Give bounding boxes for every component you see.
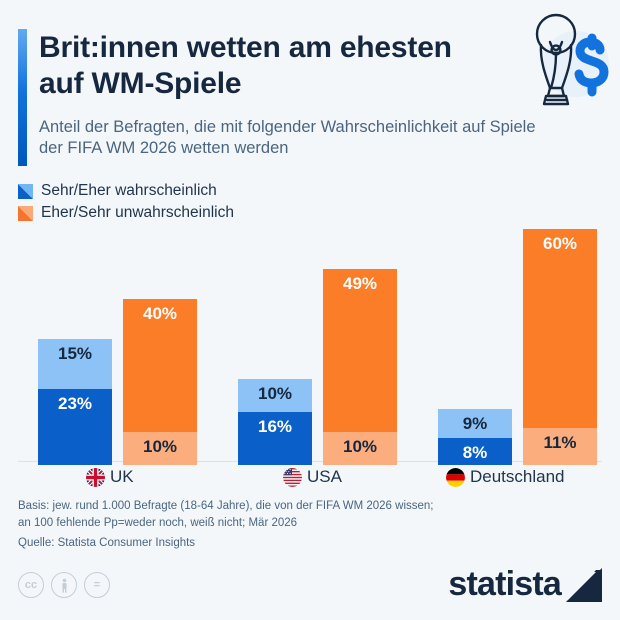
no-derivatives-icon[interactable]: =	[84, 572, 110, 598]
footnote-line-1: Basis: jew. rund 1.000 Befragte (18-64 J…	[18, 500, 434, 512]
flag-usa-icon	[283, 467, 302, 487]
source-line: Quelle: Statista Consumer Insights	[18, 537, 196, 549]
cc-icon-glyph: cc	[24, 579, 38, 591]
bar-value-usa-unlikely-top: 49%	[342, 273, 378, 293]
cc-icon[interactable]: cc	[18, 572, 44, 598]
bar-segment-uk-unlikely-bottom: 10%	[123, 431, 197, 465]
bar-usa-likely[interactable]: 10% 16%	[238, 378, 312, 465]
creative-commons-icons: cc =	[18, 572, 110, 598]
header: Brit:innen wetten am ehesten auf WM-Spie…	[0, 0, 620, 170]
category-label-usa: USA	[283, 464, 342, 490]
legend-swatch-blue-icon	[18, 183, 33, 199]
bar-value-uk-likely-top: 15%	[57, 343, 93, 363]
category-label-uk-text: UK	[110, 467, 134, 486]
bar-value-uk-unlikely-top: 40%	[142, 303, 178, 323]
bar-value-usa-likely-bottom: 16%	[257, 416, 293, 436]
bar-segment-uk-unlikely-top: 40%	[123, 298, 197, 432]
page-subtitle: Anteil der Befragten, die mit folgender …	[39, 118, 536, 157]
bar-value-usa-unlikely-bottom: 10%	[342, 436, 378, 456]
legend-label-likely: Sehr/Eher wahrscheinlich	[41, 182, 217, 199]
statista-logo[interactable]: statista	[448, 566, 602, 602]
footnote-line-2: an 100 fehlende Pp=weder noch, weiß nich…	[18, 516, 298, 529]
footnotes: Basis: jew. rund 1.000 Befragte (18-64 J…	[18, 498, 598, 552]
legend-label-unlikely: Eher/Sehr unwahrscheinlich	[41, 204, 234, 221]
bar-value-uk-unlikely-bottom: 10%	[142, 436, 178, 456]
bar-usa-unlikely[interactable]: 49% 10%	[323, 268, 397, 465]
no-derivatives-icon-glyph: =	[93, 579, 101, 591]
bar-value-deutschland-likely-bottom: 8%	[462, 443, 488, 463]
category-label-uk: UK	[86, 464, 134, 490]
page-title: Brit:innen wetten am ehesten auf WM-Spie…	[39, 31, 452, 100]
bar-value-usa-likely-top: 10%	[257, 383, 293, 403]
world-cup-trophy-dollar-icon	[520, 8, 616, 112]
bar-group-usa: 10% 16% 49% 10%	[218, 229, 412, 465]
bar-segment-usa-likely-bottom: 16%	[238, 411, 312, 465]
bar-segment-deutschland-unlikely-bottom: 11%	[523, 428, 597, 465]
bar-value-deutschland-likely-top: 9%	[462, 413, 488, 433]
bar-uk-unlikely[interactable]: 40% 10%	[123, 298, 197, 465]
bottom-bar: cc = statista	[0, 560, 620, 620]
category-label-deutschland: Deutschland	[446, 464, 565, 490]
bar-segment-deutschland-likely-bottom: 8%	[438, 438, 512, 465]
bar-deutschland-likely[interactable]: 9% 8%	[438, 408, 512, 465]
bar-chart: 15% 23% 40% 10% 10%	[0, 225, 620, 465]
bar-deutschland-unlikely[interactable]: 60% 11%	[523, 229, 597, 465]
attribution-icon[interactable]	[51, 572, 77, 598]
bar-segment-uk-likely-top: 15%	[38, 338, 112, 389]
statista-wordmark: statista	[448, 565, 561, 603]
bar-value-deutschland-unlikely-top: 60%	[542, 234, 578, 254]
bar-uk-likely[interactable]: 15% 23%	[38, 338, 112, 465]
bar-segment-deutschland-likely-top: 9%	[438, 408, 512, 439]
flag-germany-icon	[446, 467, 465, 487]
bar-value-deutschland-unlikely-bottom: 11%	[543, 433, 577, 453]
bar-segment-usa-unlikely-top: 49%	[323, 268, 397, 432]
chart-legend: Sehr/Eher wahrscheinlich Eher/Sehr unwah…	[18, 180, 418, 224]
statista-mark-icon	[566, 566, 602, 602]
category-label-deutschland-text: Deutschland	[470, 467, 565, 486]
bar-group-deutschland: 9% 8% 60% 11%	[418, 229, 612, 465]
bar-segment-uk-likely-bottom: 23%	[38, 388, 112, 465]
category-label-usa-text: USA	[307, 467, 342, 486]
legend-item-unlikely: Eher/Sehr unwahrscheinlich	[18, 202, 418, 224]
bar-group-uk: 15% 23% 40% 10%	[18, 229, 212, 465]
legend-item-likely: Sehr/Eher wahrscheinlich	[18, 180, 418, 202]
bar-value-uk-likely-bottom: 23%	[57, 393, 93, 413]
bar-segment-usa-unlikely-bottom: 10%	[323, 431, 397, 465]
accent-bar	[18, 29, 27, 166]
bar-segment-usa-likely-top: 10%	[238, 378, 312, 412]
legend-swatch-orange-icon	[18, 205, 33, 221]
category-axis: UK	[0, 464, 620, 490]
flag-uk-icon	[86, 467, 105, 487]
bar-segment-deutschland-unlikely-top: 60%	[523, 229, 597, 429]
